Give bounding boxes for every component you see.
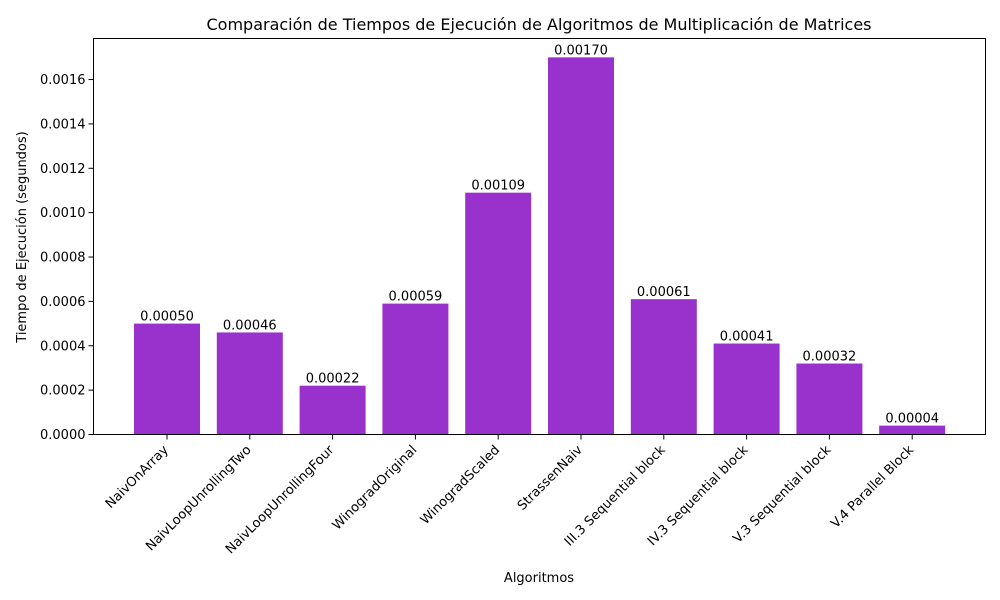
y-tick-label-9: 0.0016 bbox=[40, 73, 86, 88]
data-label-8: 0.00041 bbox=[720, 330, 774, 345]
bar-1 bbox=[134, 323, 200, 435]
y-tick-label-2: 0.0002 bbox=[40, 384, 86, 399]
bar-10 bbox=[879, 425, 946, 435]
x-tick-label-1: NaivOnArray bbox=[103, 443, 172, 512]
x-tick-label-10: V.4 Parallel Block bbox=[828, 442, 917, 531]
data-label-7: 0.00061 bbox=[637, 285, 691, 300]
x-tick-label-5: WinogradScaled bbox=[418, 443, 503, 528]
y-tick-label-4: 0.0006 bbox=[40, 295, 86, 310]
data-label-4: 0.00059 bbox=[389, 290, 443, 305]
y-tick-label-3: 0.0004 bbox=[40, 339, 86, 354]
bar-5 bbox=[465, 192, 532, 435]
y-tick-label-1: 0.0000 bbox=[40, 428, 86, 443]
bar-3 bbox=[299, 385, 366, 435]
y-tick-label-5: 0.0008 bbox=[40, 251, 86, 266]
y-axis-ticks: 0.0000 0.0002 0.0004 0.0006 0.0008 0.0010 0.00… bbox=[40, 73, 94, 443]
bar-2 bbox=[216, 332, 283, 435]
y-tick-label-7: 0.0012 bbox=[40, 162, 86, 177]
x-axis-ticks: NaivOnArrayNaivLoopUnrollingTwoNaivLoopU… bbox=[103, 434, 917, 557]
x-axis-label: Algoritmos bbox=[504, 571, 574, 586]
y-tick-label-6: 0.0010 bbox=[40, 206, 86, 221]
bar-7 bbox=[630, 299, 697, 435]
bar-9 bbox=[796, 363, 863, 435]
bar-6 bbox=[548, 57, 614, 435]
bar-8 bbox=[713, 343, 780, 435]
bar-4 bbox=[382, 303, 449, 435]
data-label-5: 0.00109 bbox=[471, 179, 525, 194]
x-tick-label-4: WinogradOriginal bbox=[330, 443, 421, 534]
y-axis-label: Tiempo de Ejecución (segundos) bbox=[15, 131, 30, 343]
data-label-6: 0.00170 bbox=[554, 43, 608, 58]
data-label-1: 0.00050 bbox=[140, 310, 194, 325]
bars-group bbox=[134, 57, 946, 435]
data-label-9: 0.00032 bbox=[803, 350, 857, 365]
data-labels-group: 0.00050 0.00046 0.00022 0.00059 0.00109 0.001… bbox=[140, 43, 939, 426]
data-label-2: 0.00046 bbox=[223, 318, 277, 333]
data-label-3: 0.00022 bbox=[306, 372, 360, 387]
plot-frame bbox=[93, 38, 986, 435]
y-tick-label-8: 0.0014 bbox=[40, 117, 86, 132]
data-label-10: 0.00004 bbox=[885, 412, 939, 427]
chart-title: Comparación de Tiempos de Ejecución de A… bbox=[206, 15, 871, 34]
x-tick-label-6: StrassenNaiv bbox=[515, 443, 586, 514]
